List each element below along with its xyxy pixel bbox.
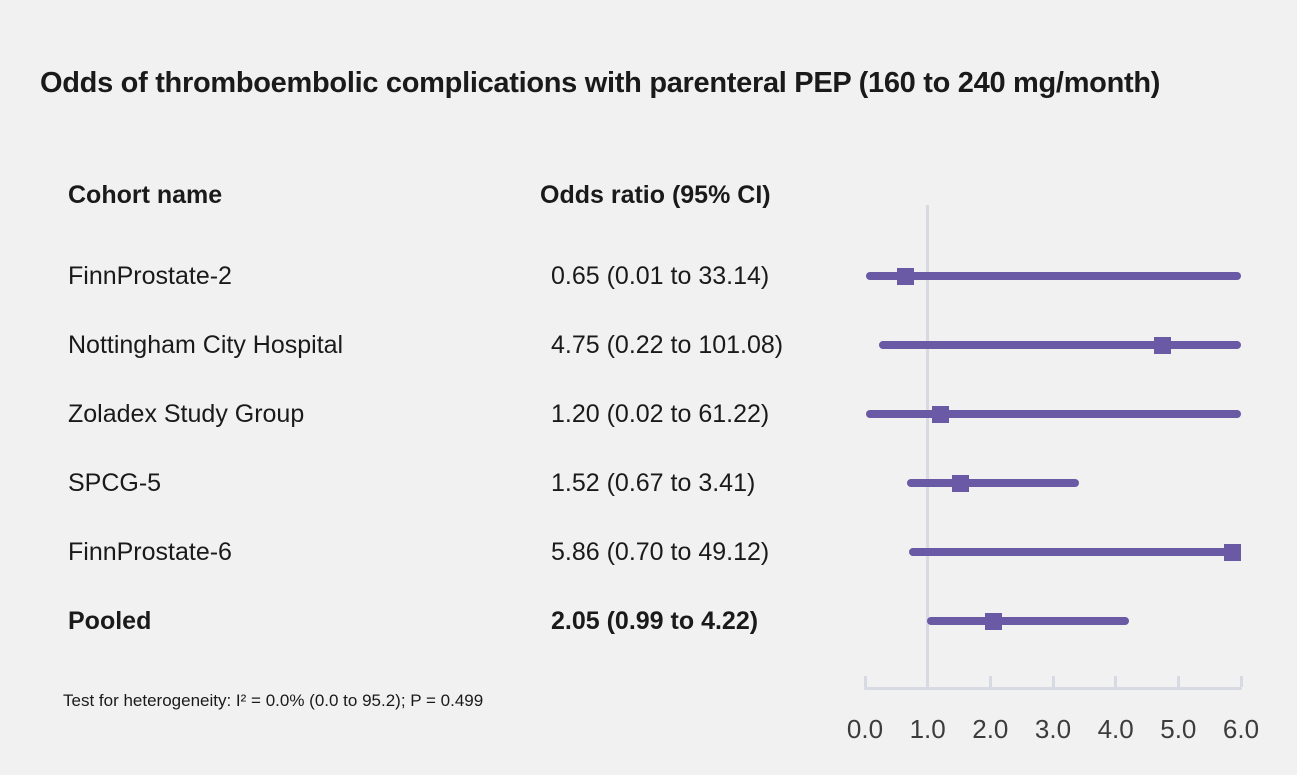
x-axis-tick-label: 3.0 bbox=[1034, 714, 1072, 744]
column-header-cohort-name: Cohort name bbox=[68, 181, 223, 209]
odds-ratio-value: 1.20 (0.02 to 61.22) bbox=[551, 400, 770, 428]
reference-line bbox=[926, 205, 930, 690]
confidence-interval-line bbox=[866, 410, 1241, 418]
odds-ratio-value: 2.05 (0.99 to 4.22) bbox=[551, 607, 759, 635]
table-row: Nottingham City Hospital 4.75 (0.22 to 10… bbox=[0, 328, 860, 362]
cohort-name: Pooled bbox=[68, 607, 152, 635]
odds-ratio-value: 1.52 (0.67 to 3.41) bbox=[551, 469, 756, 497]
x-axis-tick bbox=[926, 676, 930, 687]
cohort-name: FinnProstate-6 bbox=[68, 538, 232, 566]
odds-ratio-value: 4.75 (0.22 to 101.08) bbox=[551, 331, 784, 359]
point-estimate-marker bbox=[1223, 543, 1241, 561]
figure-title: Odds of thromboembolic complications wit… bbox=[40, 67, 1161, 99]
table-row: FinnProstate-6 5.86 (0.70 to 49.12) bbox=[0, 535, 860, 569]
point-estimate-marker bbox=[1154, 336, 1172, 354]
point-estimate-marker bbox=[984, 612, 1002, 630]
point-estimate-marker bbox=[897, 267, 915, 285]
table-row: SPCG-5 1.52 (0.67 to 3.41) bbox=[0, 466, 860, 500]
point-estimate-marker bbox=[951, 474, 969, 492]
cohort-name: FinnProstate-2 bbox=[68, 262, 232, 290]
x-axis-tick-label: 4.0 bbox=[1097, 714, 1134, 744]
x-axis-tick-label: 6.0 bbox=[1222, 714, 1260, 744]
x-axis-tick-label: 1.0 bbox=[909, 714, 946, 744]
column-header-odds-ratio: Odds ratio (95% CI) bbox=[540, 181, 771, 209]
x-axis-line bbox=[864, 687, 1242, 690]
x-axis-tick bbox=[1114, 676, 1118, 687]
cohort-name: Zoladex Study Group bbox=[68, 400, 305, 428]
confidence-interval-line bbox=[908, 548, 1241, 556]
x-axis-tick-label: 5.0 bbox=[1160, 714, 1197, 744]
heterogeneity-note: Test for heterogeneity: I² = 0.0% (0.0 t… bbox=[63, 691, 484, 710]
x-axis-tick bbox=[988, 676, 992, 687]
x-axis-tick-label: 0.0 bbox=[846, 714, 884, 744]
cohort-name: SPCG-5 bbox=[68, 469, 162, 497]
x-axis-tick bbox=[1176, 676, 1180, 687]
odds-ratio-value: 5.86 (0.70 to 49.12) bbox=[551, 538, 770, 566]
x-axis-tick bbox=[863, 676, 867, 687]
cohort-name: Nottingham City Hospital bbox=[68, 331, 344, 359]
table-row: FinnProstate-2 0.65 (0.01 to 33.14) bbox=[0, 259, 860, 293]
table-row: Pooled 2.05 (0.99 to 4.22) bbox=[0, 604, 860, 638]
x-axis-tick-label: 2.0 bbox=[972, 714, 1009, 744]
confidence-interval-line bbox=[906, 479, 1079, 487]
confidence-interval-line bbox=[878, 341, 1241, 349]
x-axis-tick bbox=[1051, 676, 1055, 687]
confidence-interval-line bbox=[927, 617, 1130, 625]
point-estimate-marker bbox=[931, 405, 949, 423]
confidence-interval-line bbox=[865, 272, 1241, 280]
odds-ratio-value: 0.65 (0.01 to 33.14) bbox=[551, 262, 770, 290]
table-row: Zoladex Study Group 1.20 (0.02 to 61.22) bbox=[0, 397, 860, 431]
x-axis-tick bbox=[1239, 676, 1243, 687]
